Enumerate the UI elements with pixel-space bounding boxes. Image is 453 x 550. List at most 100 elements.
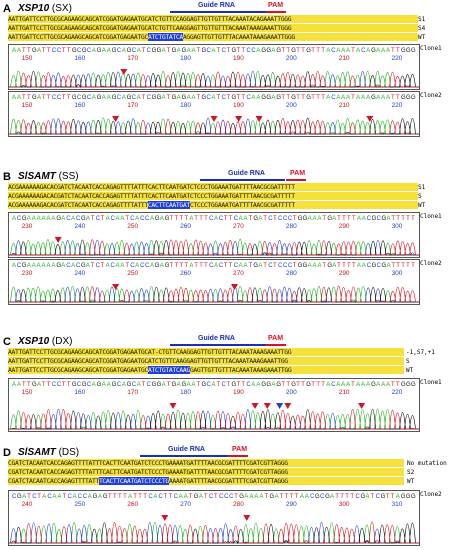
panel-a: A XSP10 (SX) Guide RNA PAM AATTGATTCCTTG… — [0, 0, 453, 138]
base-call: G — [406, 95, 411, 101]
base-call: T — [241, 48, 245, 54]
base-call: G — [253, 263, 258, 269]
base-call: G — [194, 494, 199, 500]
base-call: T — [265, 494, 269, 500]
base-call: T — [229, 263, 233, 269]
base-call: T — [391, 494, 395, 500]
base-call: A — [366, 95, 370, 101]
base-call: T — [133, 494, 137, 500]
base-call: C — [76, 216, 81, 222]
base-call: C — [111, 216, 116, 222]
base-call: C — [376, 494, 381, 500]
base-call: T — [241, 95, 245, 101]
base-call: C — [66, 263, 71, 269]
position-tick: 240 — [74, 270, 85, 277]
base-call: C — [361, 48, 366, 54]
base-call: G — [155, 263, 160, 269]
base-call: A — [160, 263, 164, 269]
base-call: T — [234, 494, 238, 500]
base-call: A — [71, 216, 75, 222]
position-tick: 180 — [180, 55, 191, 62]
wt-left: CGATCTACAATCACCAGAGTTTTATT — [8, 477, 99, 485]
base-call: T — [391, 382, 395, 388]
base-call: A — [160, 216, 164, 222]
panel-letter: D — [3, 447, 11, 459]
base-call: T — [22, 95, 26, 101]
base-call: A — [51, 263, 55, 269]
position-tick: 240 — [74, 223, 85, 230]
base-call: A — [258, 263, 262, 269]
panel-c: C XSP10 (DX) Guide RNA PAM AATTGATTCCTTG… — [0, 333, 453, 433]
base-call: T — [263, 263, 267, 269]
base-call: G — [327, 263, 332, 269]
base-call: T — [286, 382, 290, 388]
base-call: C — [377, 216, 382, 222]
base-call: A — [12, 263, 16, 269]
base-call: T — [197, 95, 201, 101]
gene-tag: (SX) — [51, 3, 72, 14]
base-call: A — [137, 95, 141, 101]
base-call: C — [209, 263, 214, 269]
base-call: A — [122, 48, 126, 54]
base-call: A — [57, 494, 61, 500]
base-call: G — [202, 382, 207, 388]
wt-right: AAAATGATTTTAACGCGATTTTCGATCGTTAGGG — [168, 477, 288, 485]
base-call: T — [342, 263, 346, 269]
base-call: T — [337, 263, 341, 269]
base-call: A — [37, 216, 41, 222]
base-call: G — [401, 48, 406, 54]
base-call: G — [291, 48, 296, 54]
base-call: A — [17, 382, 21, 388]
position-tick: 190 — [233, 102, 244, 109]
base-call: T — [142, 382, 146, 388]
base-call: C — [117, 95, 122, 101]
sequence-label: WT — [418, 202, 426, 209]
base-call: T — [22, 382, 26, 388]
position-tick: 260 — [180, 270, 191, 277]
base-call: A — [27, 216, 31, 222]
base-call: A — [102, 382, 106, 388]
base-call: C — [207, 48, 212, 54]
base-call: A — [42, 494, 46, 500]
sequence-row: CGATCTACAATCACCAGAGTTTTATTTCACTTCAATGATC… — [8, 468, 404, 476]
base-call: A — [386, 95, 390, 101]
base-call: G — [32, 382, 37, 388]
base-call: C — [57, 382, 62, 388]
base-call: C — [17, 216, 22, 222]
base-call: A — [386, 216, 390, 222]
base-call: G — [56, 263, 61, 269]
position-tick: 210 — [339, 55, 350, 62]
base-call: C — [207, 382, 212, 388]
sequence-row: CGATCTACAATCACCAGAGTTTTATTTCACTTCAATGATC… — [8, 459, 404, 467]
base-call: G — [381, 494, 386, 500]
base-call: G — [152, 382, 157, 388]
base-call: G — [315, 494, 320, 500]
base-call: C — [288, 216, 293, 222]
mutation-marker — [366, 116, 374, 122]
base-call: A — [214, 263, 218, 269]
sequence-row-wt: CGATCTACAATCACCAGAGTTTTATTTCACTTCAATGATC… — [8, 477, 404, 485]
base-call: T — [321, 382, 325, 388]
position-tick: 180 — [180, 102, 191, 109]
base-call: C — [174, 494, 179, 500]
base-call: G — [276, 48, 281, 54]
base-call: A — [122, 95, 126, 101]
base-call: A — [249, 494, 253, 500]
mutation-marker — [284, 403, 292, 409]
base-call: A — [317, 263, 321, 269]
base-call: T — [236, 48, 240, 54]
position-tick: 270 — [233, 223, 244, 230]
position-tick: 200 — [286, 389, 297, 396]
base-call: T — [236, 95, 240, 101]
base-call: T — [311, 48, 315, 54]
base-call: C — [140, 263, 145, 269]
position-tick: 220 — [392, 102, 403, 109]
base-call: T — [142, 95, 146, 101]
pam-label: PAM — [290, 170, 306, 177]
guide-rna-label: Guide RNA — [168, 446, 205, 453]
base-call: C — [148, 494, 153, 500]
sequence-row: AATTGATTCCTTGCGCAGAAGCAGCATCGGATGAGAATGC… — [8, 348, 404, 356]
trace-a — [9, 70, 419, 88]
base-call: C — [221, 48, 226, 54]
base-call: G — [382, 216, 387, 222]
